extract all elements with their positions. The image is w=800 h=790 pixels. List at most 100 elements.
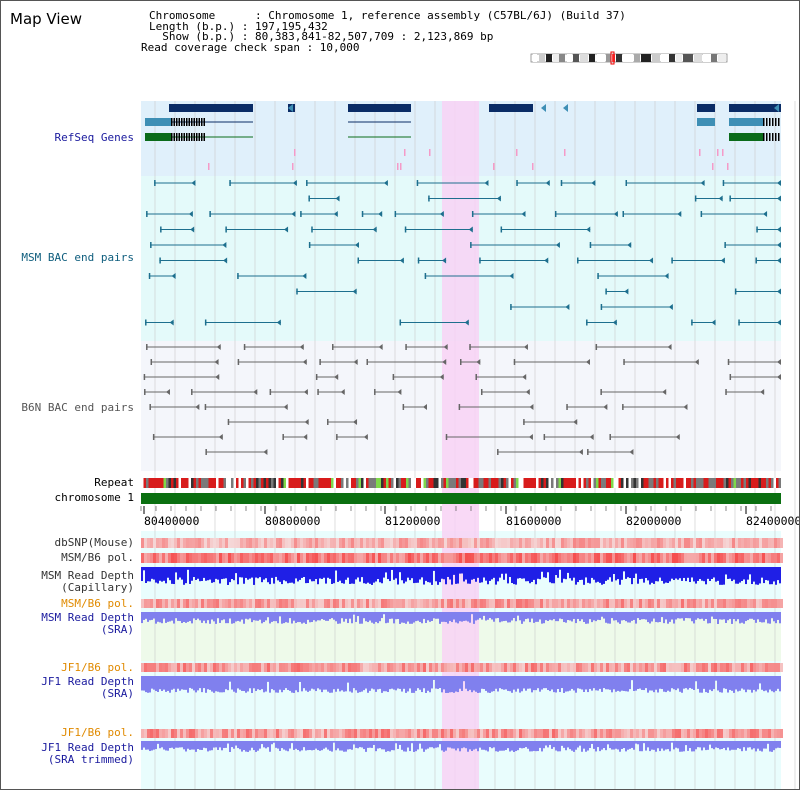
polymorphism-cell [510,553,513,563]
polymorphism-cell [141,538,144,548]
read-depth-bar [655,676,657,690]
read-depth-bar [543,612,545,624]
polymorphism-cell [648,553,651,563]
ideogram-band [718,54,726,62]
polymorphism-cell [549,729,552,738]
repeat-segment [341,478,344,488]
repeat-segment [761,478,764,488]
track-label-b6n-bac[interactable]: B6N BAC end pairs [21,401,134,414]
polymorphism-cell [597,553,600,563]
read-depth-bar [747,567,749,580]
polymorphism-cell [750,538,753,548]
read-depth-bar [147,676,149,693]
polymorphism-cell [489,729,492,738]
read-depth-bar [583,676,585,692]
read-depth-bar [685,612,687,619]
chromosome-info: Chromosome : Chromosome 1, reference ass… [141,10,626,53]
msm-bac-pair-end [777,226,781,233]
read-depth-bar [763,676,765,692]
repeat-segment [181,478,184,488]
read-depth-bar [593,676,595,689]
read-depth-bar [143,741,145,748]
read-depth-bar [157,741,159,744]
read-depth-bar [529,676,531,689]
polymorphism-cell [651,538,654,548]
read-depth-bar [239,741,241,750]
polymorphism-cell [342,729,345,738]
refseq-exon [171,118,173,126]
read-depth-bar [639,741,641,752]
read-depth-bar [701,676,703,693]
polymorphism-cell [426,599,429,608]
track-label-msm-depth-sra[interactable]: MSM Read Depth (SRA) [41,611,134,636]
ideogram-band [669,54,675,62]
read-depth-bar [141,676,143,691]
polymorphism-cell [276,538,279,548]
read-depth-bar [313,741,315,750]
read-depth-bar [555,741,557,751]
read-depth-bar [477,741,479,752]
track-label-jf1-b6-pol[interactable]: JF1/B6 pol. [61,661,134,674]
read-depth-bar [655,567,657,582]
read-depth-bar [227,567,229,585]
read-depth-bar [589,741,591,748]
polymorphism-cell [723,538,726,548]
polymorphism-cell [513,553,516,563]
polymorphism-cell [585,599,588,608]
polymorphism-cell [168,729,171,738]
track-label-repeat[interactable]: Repeat [94,476,134,489]
b6n-bac-pair-end [402,404,405,410]
polymorphism-cell [306,729,309,738]
polymorphism-cell [411,538,414,548]
b6n-bac-pair-end [299,344,304,350]
polymorphism-cell [657,553,660,563]
polymorphism-cell [615,599,618,608]
track-label-refseq-genes[interactable]: RefSeq Genes [54,131,134,144]
read-depth-bar [187,676,189,693]
repeat-segment [583,478,586,488]
b6n-bac-pair-end [760,389,765,395]
read-depth-bar [673,676,675,690]
read-depth-bar [557,567,559,578]
track-label-msm-depth-capillary[interactable]: MSM Read Depth (Capillary) [41,569,134,594]
read-depth-bar [273,612,275,622]
read-depth-bar [239,567,241,578]
polymorphism-cell [228,538,231,548]
track-label-jf1-depth-sra[interactable]: JF1 Read Depth (SRA) [41,675,134,700]
read-depth-bar [309,567,311,580]
polymorphism-cell [720,729,723,738]
track-label-jf1-depth-trimmed[interactable]: JF1 Read Depth (SRA trimmed) [41,741,134,766]
refseq-variant-tick [717,149,719,156]
read-depth-bar [347,741,349,750]
track-label-jf1-b6-pol-trimmed[interactable]: JF1/B6 pol. [61,726,134,739]
track-label-msm-bac[interactable]: MSM BAC end pairs [21,251,134,264]
refseq-exon [778,133,780,141]
read-depth-bar [523,741,525,749]
polymorphism-cell [192,663,195,672]
read-depth-bar [613,741,615,750]
read-depth-bar [227,676,229,691]
read-depth-bar [749,676,751,690]
read-depth-bar [599,612,601,621]
read-depth-bar [547,612,549,622]
polymorphism-cell [603,729,606,738]
read-depth-bar [625,741,627,752]
track-label-msm-b6-pol[interactable]: MSM/B6 pol. [61,551,134,564]
read-depth-bar [393,741,395,751]
read-depth-bar [335,676,337,692]
read-depth-bar [527,612,529,619]
polymorphism-cell [699,599,702,608]
read-depth-bar [169,741,171,749]
track-label-dbsnp[interactable]: dbSNP(Mouse) [54,536,134,549]
track-label-msm-b6-pol-sra[interactable]: MSM/B6 pol. [61,597,134,610]
repeat-segment [248,478,251,488]
polymorphism-cell [243,599,246,608]
read-depth-bar [493,567,495,578]
polymorphism-cell [399,663,402,672]
polymorphism-cell [744,729,747,738]
polymorphism-cell [666,553,669,563]
polymorphism-cell [480,729,483,738]
read-depth-bar [671,676,673,689]
polymorphism-cell [219,538,222,548]
